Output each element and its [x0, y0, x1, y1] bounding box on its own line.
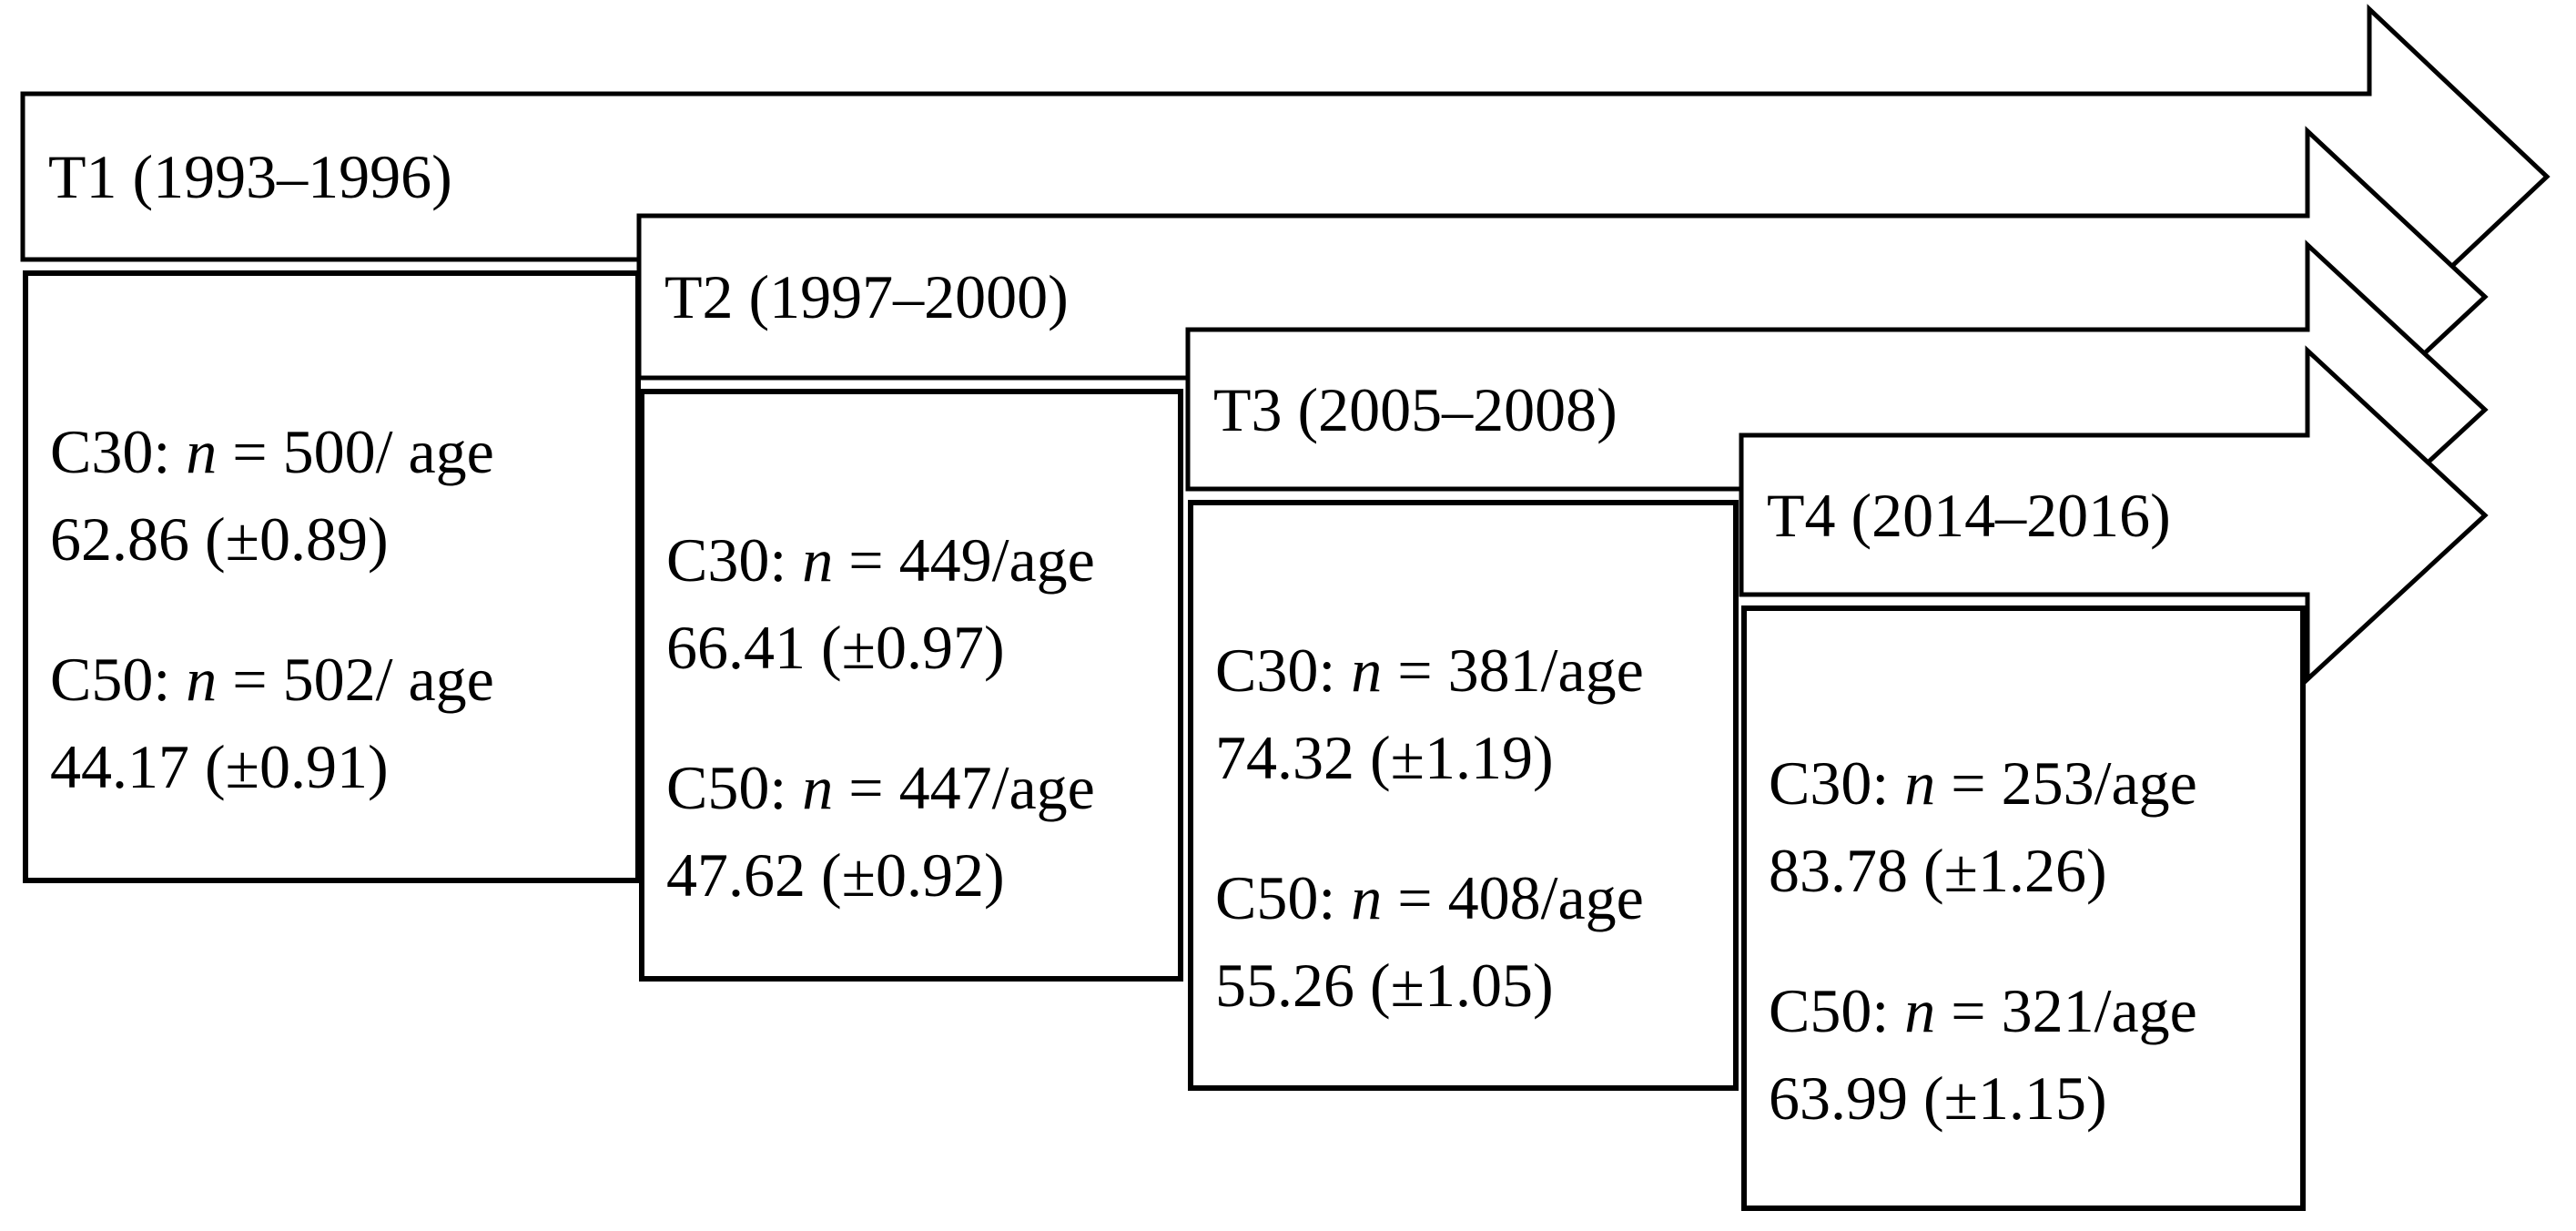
arrow-ribbon-t4 [1739, 345, 2489, 685]
stat-t2-c50-line2: 47.62 (±0.92) [666, 839, 1005, 910]
stat-t3-c30-line2: 74.32 (±1.19) [1215, 722, 1554, 792]
stat-box-t3: C30: n = 381/age 74.32 (±1.19) C50: n = 4… [1188, 500, 1739, 1091]
stat-t1-c30-line1: C30: n = 500/ age [50, 416, 494, 486]
stat-t4-c50: C50: n = 321/age 63.99 (±1.15) [1769, 967, 2293, 1142]
stat-t3-c50-line1: C50: n = 408/age [1215, 862, 1644, 932]
stat-t1-c50-line2: 44.17 (±0.91) [50, 731, 389, 801]
stat-t2-c50-line1: C50: n = 447/age [666, 752, 1095, 822]
stat-t3-c30-line1: C30: n = 381/age [1215, 635, 1644, 705]
stat-t4-c30: C30: n = 253/age 83.78 (±1.26) [1769, 739, 2293, 914]
stat-t1-c30-line2: 62.86 (±0.89) [50, 504, 389, 574]
stat-t1-c30: C30: n = 500/ age 62.86 (±0.89) [50, 408, 628, 583]
stat-t2-c50: C50: n = 447/age 47.62 (±0.92) [666, 744, 1171, 919]
stat-t4-c30-line1: C30: n = 253/age [1769, 748, 2197, 818]
stat-box-t4: C30: n = 253/age 83.78 (±1.26) C50: n = 3… [1741, 605, 2306, 1211]
stat-t3-c50: C50: n = 408/age 55.26 (±1.05) [1215, 854, 1726, 1029]
arrow-ribbon-t1 [20, 4, 2551, 350]
stat-t2-c30: C30: n = 449/age 66.41 (±0.97) [666, 516, 1171, 691]
stat-t3-c50-line2: 55.26 (±1.05) [1215, 950, 1554, 1020]
stat-t4-c50-line1: C50: n = 321/age [1769, 975, 2197, 1045]
stat-box-t1: C30: n = 500/ age 62.86 (±0.89) C50: n = … [23, 270, 641, 883]
stat-t2-c30-line2: 66.41 (±0.97) [666, 612, 1005, 682]
stat-t4-c50-line2: 63.99 (±1.15) [1769, 1063, 2107, 1133]
stat-t1-c50-line1: C50: n = 502/ age [50, 644, 494, 714]
stat-t4-c30-line2: 83.78 (±1.26) [1769, 835, 2107, 905]
stat-t3-c30: C30: n = 381/age 74.32 (±1.19) [1215, 626, 1726, 801]
stat-t2-c30-line1: C30: n = 449/age [666, 524, 1095, 595]
stat-t1-c50: C50: n = 502/ age 44.17 (±0.91) [50, 636, 628, 810]
stat-box-t2: C30: n = 449/age 66.41 (±0.97) C50: n = 4… [639, 389, 1183, 982]
